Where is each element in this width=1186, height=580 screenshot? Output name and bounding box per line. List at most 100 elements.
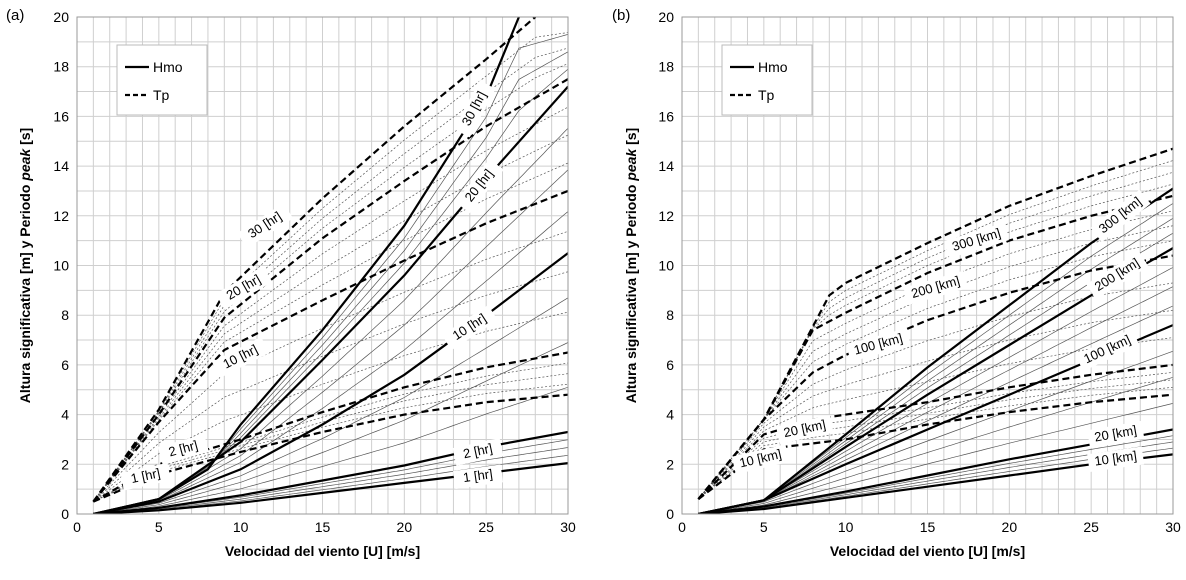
curve-label: 1 [hr] [452, 464, 504, 489]
series-line-tp-8 [697, 194, 1173, 500]
curve-label: 1 [hr] [120, 462, 172, 491]
y-tick-label: 4 [666, 407, 674, 423]
x-tick-label: 10 [233, 519, 249, 535]
y-tick-label: 18 [53, 59, 69, 75]
minor-curve [93, 271, 568, 502]
svg-text:2 [hr]: 2 [hr] [167, 437, 199, 459]
legend-entry: Tp [153, 87, 170, 103]
minor-curve [698, 171, 1173, 500]
series-line-tp-7 [697, 254, 1173, 500]
y-tick-label: 14 [53, 158, 69, 174]
svg-text:2 [hr]: 2 [hr] [462, 440, 494, 461]
y-tick-label: 16 [53, 108, 69, 124]
minor-curve [698, 286, 1173, 514]
y-tick-label: 2 [666, 456, 674, 472]
minor-curve [93, 447, 568, 514]
y-tick-label: 18 [658, 59, 674, 75]
minor-curve [93, 169, 568, 514]
x-axis-title: Velocidad del viento [U] [m/s] [225, 543, 420, 559]
x-tick-label: 5 [155, 519, 163, 535]
series-line-hmo-4 [698, 187, 1173, 514]
y-axis-title: Altura significativa [m] y Periodo peak … [623, 128, 639, 403]
svg-text:10 [km]: 10 [km] [1093, 448, 1137, 469]
series-line-tp-8 [92, 78, 568, 503]
legend-entry: Tp [758, 87, 775, 103]
y-tick-label: 8 [61, 307, 69, 323]
series-line-tp-7 [92, 189, 568, 503]
minor-curve [93, 297, 568, 514]
x-tick-label: 5 [760, 519, 768, 535]
curve-label: 20 [km] [776, 414, 834, 445]
curve-label: 2 [hr] [157, 434, 209, 465]
y-tick-label: 14 [658, 158, 674, 174]
plot-frame [76, 16, 569, 515]
minor-curve [698, 403, 1173, 514]
svg-text:1 [hr]: 1 [hr] [462, 466, 493, 485]
plot-frame [681, 16, 1174, 515]
y-tick-label: 4 [61, 407, 69, 423]
y-tick-label: 6 [61, 357, 69, 373]
plot-area [697, 147, 1173, 514]
minor-curve [93, 211, 568, 514]
x-tick-label: 25 [478, 519, 494, 535]
series-line-tp-9 [697, 147, 1173, 500]
x-tick-label: 10 [838, 519, 854, 535]
minor-curve [93, 386, 568, 514]
curve-label: 20 [km] [1087, 420, 1145, 449]
x-tick-label: 30 [1165, 519, 1181, 535]
legend-entry: Hmo [758, 59, 788, 75]
y-axis-title: Altura significativa [m] y Periodo peak … [17, 128, 33, 403]
panel-a: 0 5 10 15 20 25 30 0 2 4 6 8 10 12 14 16 18 20 Velocidad d… [6, 7, 576, 559]
curve-label: 200 [km] [903, 270, 968, 306]
svg-text:1 [hr]: 1 [hr] [129, 465, 161, 486]
y-tick-label: 0 [666, 506, 674, 522]
minor-curve [698, 350, 1173, 514]
minor-curve [93, 162, 568, 502]
panel-label: (b) [612, 7, 630, 24]
y-tick-label: 8 [666, 307, 674, 323]
panel-label: (a) [6, 7, 24, 24]
legend-entry: Hmo [153, 59, 183, 75]
minor-curve [698, 240, 1173, 500]
minor-curve [93, 230, 568, 502]
y-tick-label: 20 [658, 9, 674, 25]
minor-curve [93, 362, 568, 502]
y-tick-label: 20 [53, 9, 69, 25]
y-tick-label: 10 [658, 258, 674, 274]
y-tick-label: 12 [658, 208, 674, 224]
svg-text:300 [km]: 300 [km] [1096, 194, 1145, 237]
y-tick-label: 6 [666, 357, 674, 373]
x-tick-label: 20 [397, 519, 413, 535]
minor-curve [93, 106, 568, 502]
legend-box [721, 44, 813, 116]
curve-label: 2 [hr] [452, 438, 504, 466]
panel-b: 0 5 10 15 20 25 30 0 2 4 6 8 10 12 14 16 18 20 Velocidad d… [612, 7, 1181, 559]
svg-text:20 [km]: 20 [km] [1093, 422, 1138, 444]
series-line-tp-9 [92, 17, 537, 503]
minor-curve [93, 134, 568, 502]
y-tick-label: 2 [61, 456, 69, 472]
curve-label: 10 [km] [1087, 446, 1145, 473]
y-tick-label: 12 [53, 208, 69, 224]
minor-curve [698, 379, 1173, 500]
x-axis-title: Velocidad del viento [U] [m/s] [830, 543, 1025, 559]
legend: Hmo Tp [721, 44, 813, 116]
curve-label: 30 [hr] [237, 203, 294, 249]
plot-area [92, 17, 568, 514]
minor-curve [698, 376, 1173, 514]
x-tick-label: 25 [1083, 519, 1099, 535]
x-tick-label: 15 [920, 519, 936, 535]
minor-curve [93, 342, 568, 514]
curve-label: 10 [km] [731, 444, 790, 475]
legend: Hmo Tp [116, 44, 208, 116]
x-tick-label: 20 [1002, 519, 1018, 535]
x-tick-label: 15 [315, 519, 331, 535]
minor-curve [93, 32, 568, 502]
x-tick-label: 0 [73, 519, 81, 535]
minor-curve [93, 63, 568, 502]
minor-curve [698, 309, 1173, 500]
curve-label: 30 [hr] [453, 80, 496, 138]
y-tick-label: 10 [53, 258, 69, 274]
series-line-tp-6 [92, 351, 568, 503]
